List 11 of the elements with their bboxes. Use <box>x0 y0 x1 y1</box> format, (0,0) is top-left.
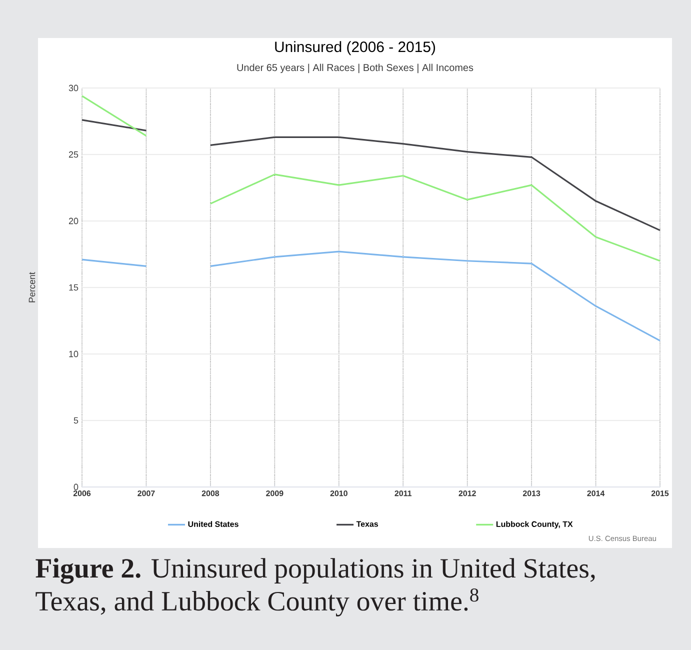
chart-title: Uninsured (2006 - 2015) <box>275 41 436 56</box>
y-tick-label: 20 <box>68 218 78 224</box>
y-tick-label: 10 <box>69 350 78 358</box>
y-tick-label: 5 <box>74 417 78 424</box>
y-tick-label: 15 <box>69 284 78 291</box>
y-tick-label: 0 <box>74 484 78 490</box>
y-axis-title: Percent <box>28 272 36 302</box>
text: Figure 2. Uninsured populations in United States, Texas, and Lubbock County over time.$^{8}$ <box>36 558 595 616</box>
chart-subtitle: Under 65 years | All Races | Both Sexes | All Incomes <box>237 64 474 74</box>
y-tick-label: 25 <box>68 151 78 158</box>
y-tick-label: 30 <box>68 84 78 92</box>
